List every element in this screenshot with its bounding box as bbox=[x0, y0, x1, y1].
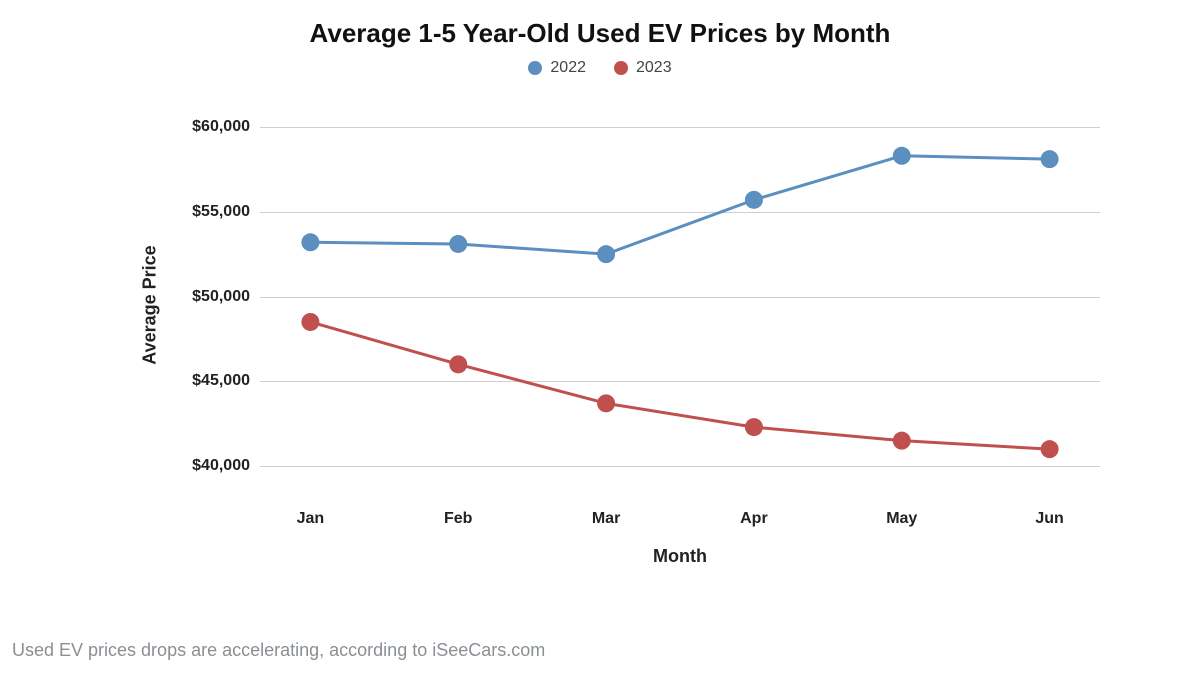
y-tick-label: $60,000 bbox=[192, 118, 260, 136]
series-marker bbox=[893, 432, 911, 450]
series-marker bbox=[893, 147, 911, 165]
x-tick-label: May bbox=[886, 500, 917, 528]
chart-title: Average 1-5 Year-Old Used EV Prices by M… bbox=[0, 0, 1200, 49]
series-line bbox=[310, 322, 1049, 449]
price-chart: Average 1-5 Year-Old Used EV Prices by M… bbox=[0, 0, 1200, 620]
x-tick-label: Apr bbox=[740, 500, 768, 528]
y-tick-label: $45,000 bbox=[192, 372, 260, 390]
series-marker bbox=[597, 245, 615, 263]
series-marker bbox=[301, 233, 319, 251]
series-svg bbox=[260, 110, 1100, 500]
legend-item-2022: 2022 bbox=[528, 59, 586, 77]
y-tick-label: $50,000 bbox=[192, 288, 260, 306]
series-marker bbox=[745, 191, 763, 209]
y-tick-label: $55,000 bbox=[192, 203, 260, 221]
series-line bbox=[310, 156, 1049, 254]
legend-swatch-2023 bbox=[614, 61, 628, 75]
plot-area: $40,000$45,000$50,000$55,000$60,000 JanF… bbox=[260, 110, 1100, 500]
x-tick-label: Feb bbox=[444, 500, 472, 528]
series-marker bbox=[597, 394, 615, 412]
legend-item-2023: 2023 bbox=[614, 59, 672, 77]
caption: Used EV prices drops are accelerating, a… bbox=[12, 640, 545, 661]
series-marker bbox=[1041, 150, 1059, 168]
x-tick-label: Jan bbox=[297, 500, 325, 528]
y-axis-title: Average Price bbox=[140, 245, 161, 364]
legend-swatch-2022 bbox=[528, 61, 542, 75]
legend-label-2023: 2023 bbox=[636, 59, 672, 77]
legend: 2022 2023 bbox=[0, 59, 1200, 77]
x-axis-title: Month bbox=[653, 546, 707, 567]
series-marker bbox=[301, 313, 319, 331]
series-marker bbox=[745, 418, 763, 436]
legend-label-2022: 2022 bbox=[550, 59, 586, 77]
x-tick-label: Mar bbox=[592, 500, 620, 528]
series-marker bbox=[1041, 440, 1059, 458]
series-marker bbox=[449, 355, 467, 373]
x-tick-label: Jun bbox=[1035, 500, 1063, 528]
y-tick-label: $40,000 bbox=[192, 457, 260, 475]
series-marker bbox=[449, 235, 467, 253]
